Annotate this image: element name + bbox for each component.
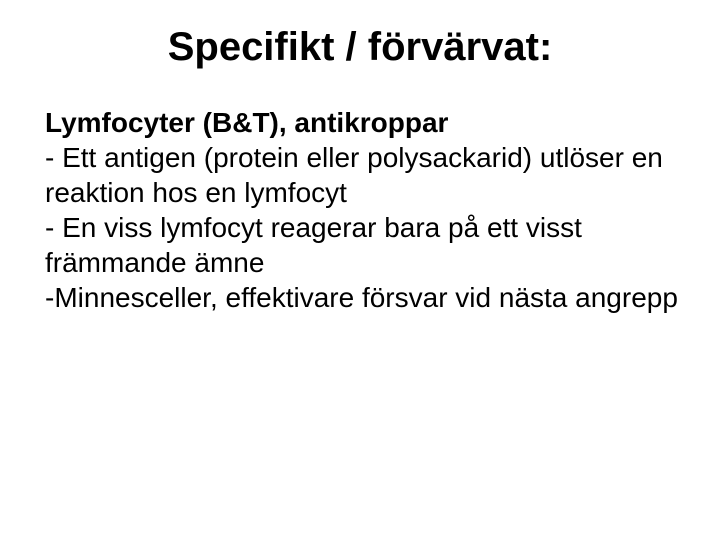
slide-container: Specifikt / förvärvat: Lymfocyter (B&T),… [0,0,720,540]
bullet-point: - Ett antigen (protein eller polysackari… [45,140,680,210]
slide-body: Lymfocyter (B&T), antikroppar - Ett anti… [40,105,680,315]
slide-title: Specifikt / förvärvat: [40,25,680,70]
bullet-point: - En viss lymfocyt reagerar bara på ett … [45,210,680,280]
slide-subtitle: Lymfocyter (B&T), antikroppar [45,107,448,138]
bullet-point: -Minnesceller, effektivare försvar vid n… [45,280,680,315]
